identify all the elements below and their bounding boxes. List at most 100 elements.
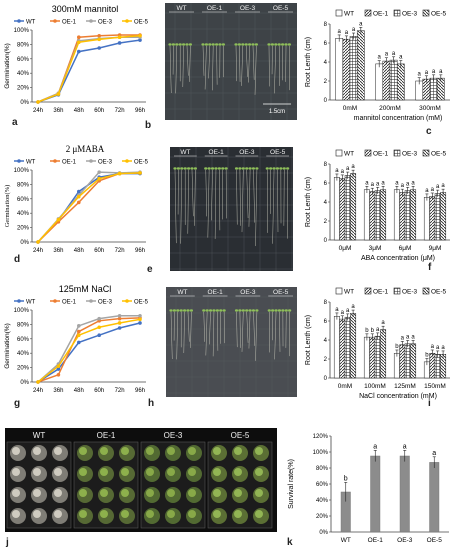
rosette-leaf [121,468,129,476]
significance-letter: a [439,69,443,75]
cotyledon [277,309,282,312]
legend-label: WT [344,289,354,296]
root [205,311,208,356]
legend-swatch-oe-5 [422,287,430,295]
panel-label-j: j [6,537,9,548]
x-tick-label: 100mM [364,383,386,390]
rosette-leaf [54,489,62,497]
genotype-label: WT [33,431,46,440]
data-point-oe-5 [97,325,101,330]
y-tick-label: 8 [324,300,328,306]
root [246,169,249,219]
y-tick-label: 8 [324,22,328,28]
rosette-leaf [167,468,175,476]
y-tick-label: 6 [324,319,328,325]
x-tick-label: 24h [33,248,43,254]
cotyledon [270,43,274,46]
data-point-wt [77,189,81,194]
y-tick-label: 0% [20,380,29,386]
legend-label: OE-1 [62,300,77,306]
root [202,45,205,76]
y-axis-label: Root Lenth (cm) [305,315,312,365]
y-tick-label: 20% [17,366,30,372]
data-point-wt [138,321,142,325]
significance-letter: a [351,304,355,310]
significance-letter: a [425,188,429,194]
root [253,311,255,346]
root [174,169,177,244]
legend-marker-oe-3 [89,19,93,23]
bar-oe-1 [369,336,376,379]
x-tick-label: OE-3 [397,537,413,544]
legend-label: OE-1 [62,160,77,166]
root [274,45,277,94]
root [248,45,250,83]
significance-letter: a [365,180,369,186]
cotyledon [224,167,228,170]
root [278,45,280,86]
x-tick-label: 125mM [394,383,416,390]
root [241,311,244,352]
bar-oe-5 [380,329,387,379]
legend-marker-oe-1 [53,159,57,163]
genotype-label: WT [177,289,187,296]
series-line-oe-3 [37,315,140,383]
legend-label: OE-5 [134,160,149,166]
rosette-leaf [100,510,108,518]
bar-value [399,455,410,533]
cotyledon [274,43,278,46]
panel-label-e: e [147,264,153,275]
rosette-leaf [12,447,20,455]
root [248,311,251,349]
cotyledon [201,43,205,46]
x-tick-label: 96h [135,248,145,254]
significance-letter: a [373,443,377,450]
y-tick-label: 0% [20,240,29,246]
root [183,311,185,353]
root [277,169,279,233]
data-point-oe-5 [117,35,122,39]
data-point-oe-5 [138,33,142,38]
rosette-leaf [100,468,108,476]
genotype-label: OE-1 [209,149,225,156]
y-tick-label: 60% [17,337,30,343]
significance-letter: a [346,166,350,172]
x-tick-label: 0μM [339,245,352,252]
cotyledon [211,43,215,46]
root [217,311,219,351]
root [187,169,189,234]
cotyledon [186,309,190,312]
cotyledon [169,309,173,312]
rosette-leaf [234,489,242,497]
rosette-leaf [146,489,154,497]
data-point-oe-3 [117,313,122,318]
data-point-oe-5 [77,194,81,199]
panel-label-f: f [428,262,432,273]
panel-label-i: i [428,398,431,409]
panel-label-a: a [12,117,18,128]
legend-label: OE-1 [373,289,389,296]
bar-wt [363,189,370,241]
x-tick-label: 48h [74,388,84,394]
bar-oe-1 [399,192,406,241]
legend-label: OE-1 [373,151,389,158]
legend-swatch-oe-3 [393,9,401,17]
cotyledon [265,167,269,170]
rosette-leaf [146,468,154,476]
legend-swatch-oe-3 [393,287,401,295]
bar-oe-1 [429,353,436,379]
bar-oe-3 [374,335,381,379]
y-tick-label: 2 [324,357,328,363]
y-axis-label: Root Lenth (cm) [305,177,312,227]
y-tick-label: 4 [324,338,328,344]
root [272,169,275,244]
root [245,45,248,77]
x-tick-label: 0mM [338,383,352,390]
legend-label: OE-5 [431,151,447,158]
legend-marker-oe-3 [89,159,93,163]
data-point-oe-1 [117,316,122,321]
significance-letter: a [392,51,396,57]
x-tick-label: 36h [53,248,63,254]
series-line-wt [37,322,141,383]
y-tick-label: 20% [17,226,30,232]
